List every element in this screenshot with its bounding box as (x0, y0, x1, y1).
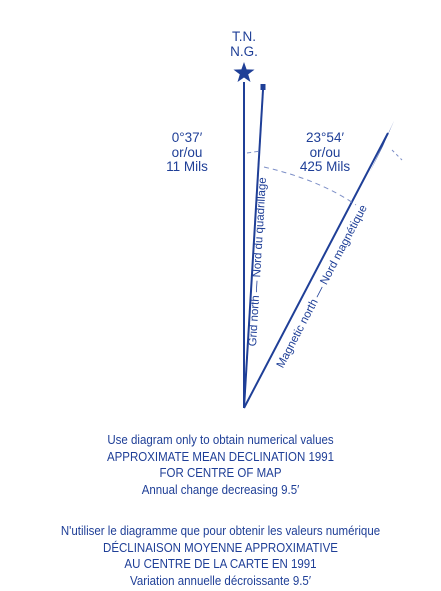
grid-angle-degrees: 0°37′ (171, 130, 203, 145)
grid-angle-or: or/ou (171, 145, 203, 160)
english-notes: Use diagram only to obtain numerical val… (18, 432, 424, 498)
true-north-abbrev: T.N. (231, 29, 256, 44)
grid-north-label: Grid north — Nord du quadrillage (247, 177, 269, 347)
declination-diagram: Grid north — Nord du quadrillage Magneti… (233, 62, 403, 409)
note-fr-centre: AU CENTRE DE LA CARTE EN 1991 (124, 557, 317, 571)
magnetic-north-label: Magnetic north — Nord magnétique (275, 203, 370, 370)
french-notes: N'utiliser le diagramme que pour obtenir… (18, 523, 424, 589)
magnetic-angle-arc (263, 166, 357, 206)
note-fr-annual-change: Variation annuelle décroissante 9.5′ (130, 573, 311, 588)
magnetic-north-arrow-icon (370, 121, 394, 172)
magnetic-north-line (243, 132, 389, 409)
grid-north-end-marker (260, 84, 266, 90)
grid-angle-arc (246, 150, 261, 154)
magnetic-angle-tick (391, 149, 403, 161)
note-fr-declination: DÉCLINAISON MOYENNE APPROXIMATIVE (103, 540, 338, 555)
note-fr-usage: N'utiliser le diagramme que pour obtenir… (60, 524, 381, 538)
true-north-star-icon (233, 62, 255, 82)
grid-north-line (243, 89, 264, 409)
magnetic-angle-or: or/ou (309, 145, 341, 160)
note-en-annual-change: Annual change decreasing 9.5′ (141, 482, 300, 497)
note-en-centre: FOR CENTRE OF MAP (159, 466, 282, 480)
grid-angle-mils: 11 Mils (166, 159, 208, 174)
note-en-usage: Use diagram only to obtain numerical val… (107, 433, 334, 447)
note-en-declination: APPROXIMATE MEAN DECLINATION 1991 (106, 449, 335, 464)
magnetic-angle-mils: 425 Mils (299, 159, 351, 174)
grid-north-abbrev: N.G. (230, 44, 258, 59)
magnetic-angle-degrees: 23°54′ (306, 130, 344, 145)
